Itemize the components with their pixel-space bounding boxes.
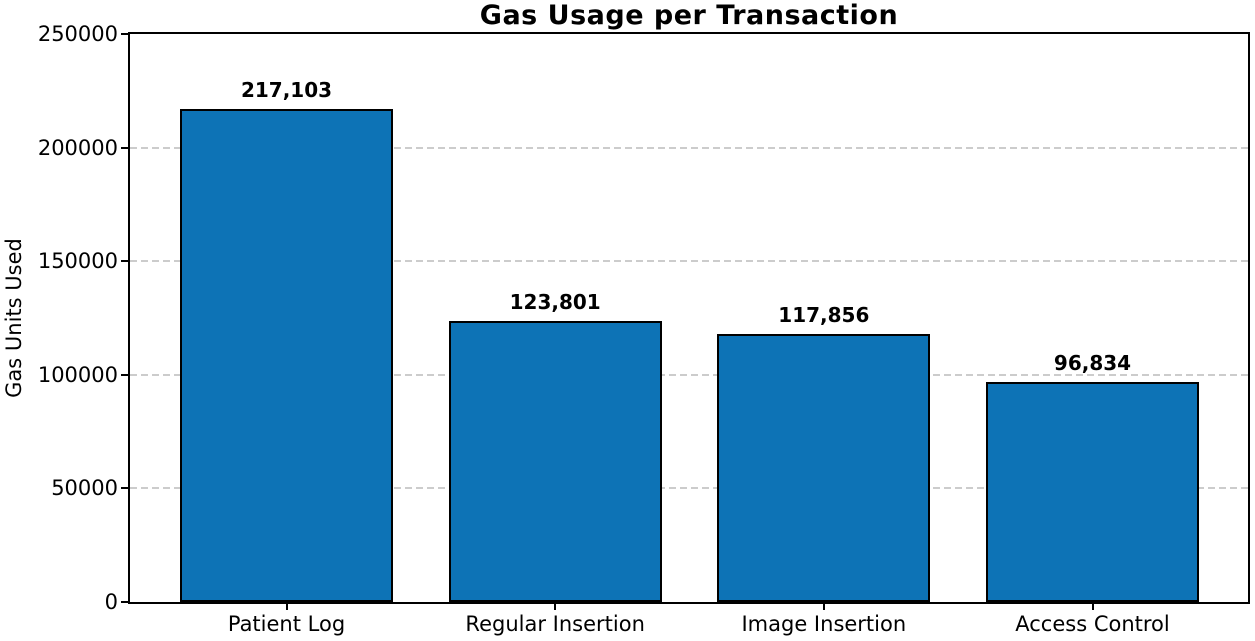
x-tick-label: Image Insertion [741, 612, 907, 636]
y-tick-label: 200000 [37, 135, 118, 160]
bar-regular-insertion [448, 321, 662, 602]
gridline [130, 146, 1248, 149]
gridline [130, 260, 1248, 263]
bar-value-label: 217,103 [240, 78, 333, 102]
x-tick-label: Patient Log [227, 612, 346, 636]
y-tick-mark [121, 487, 128, 490]
y-tick-mark [121, 601, 128, 603]
bar-image-insertion [717, 334, 931, 602]
bar-value-label: 123,801 [509, 290, 601, 314]
bar-access-control [986, 382, 1199, 602]
x-tick-mark [554, 604, 557, 610]
plot-area: 217,103 123,801 117,856 96,834 [128, 32, 1250, 604]
gridline [130, 373, 1248, 376]
y-tick-mark [121, 373, 128, 376]
y-tick-label: 100000 [37, 362, 118, 387]
x-tick-mark [1091, 604, 1094, 610]
y-tick-mark [121, 146, 128, 149]
y-tick-mark [121, 33, 128, 35]
gridline [130, 487, 1248, 490]
x-tick-mark [822, 604, 825, 610]
bar-value-label: 96,834 [1053, 351, 1132, 375]
x-tick-label: Access Control [1015, 612, 1170, 636]
x-tick-mark [285, 604, 288, 610]
bar-value-label: 117,856 [778, 303, 870, 327]
chart-title: Gas Usage per Transaction [479, 0, 899, 31]
y-tick-label: 150000 [37, 249, 118, 274]
y-tick-label: 50000 [51, 476, 118, 501]
y-tick-label: 0 [104, 590, 118, 614]
y-tick-label: 250000 [37, 22, 118, 46]
y-tick-mark [121, 260, 128, 263]
bar-patient-log [180, 109, 393, 602]
x-tick-label: Regular Insertion [465, 612, 645, 636]
